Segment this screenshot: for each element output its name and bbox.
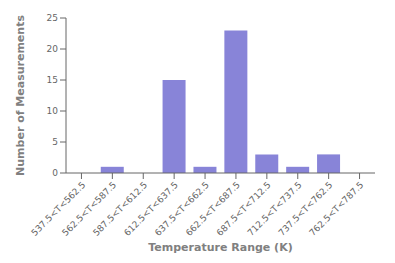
svg-text:0: 0 bbox=[52, 168, 58, 178]
svg-text:737.5<T<762.5: 737.5<T<762.5 bbox=[277, 180, 335, 238]
svg-text:20: 20 bbox=[47, 44, 59, 54]
svg-text:Temperature Range (K): Temperature Range (K) bbox=[148, 241, 292, 254]
svg-text:687.5<T<712.5: 687.5<T<712.5 bbox=[215, 180, 273, 238]
svg-text:612.5<T<637.5: 612.5<T<637.5 bbox=[122, 180, 180, 238]
svg-text:15: 15 bbox=[47, 75, 58, 85]
svg-text:662.5<T<687.5: 662.5<T<687.5 bbox=[184, 180, 242, 238]
svg-text:562.5<T<587.5: 562.5<T<587.5 bbox=[60, 180, 118, 238]
svg-text:5: 5 bbox=[52, 137, 58, 147]
svg-text:25: 25 bbox=[47, 13, 58, 23]
svg-text:587.5<T<612.5: 587.5<T<612.5 bbox=[91, 180, 149, 238]
svg-text:712.5<T<737.5: 712.5<T<737.5 bbox=[246, 180, 304, 238]
svg-text:637.5<T<662.5: 637.5<T<662.5 bbox=[153, 180, 211, 238]
svg-text:762.5<T<787.5: 762.5<T<787.5 bbox=[307, 180, 365, 238]
svg-text:Number of Measurements: Number of Measurements bbox=[14, 15, 27, 176]
svg-text:10: 10 bbox=[47, 106, 59, 116]
svg-text:537.5<T<562.5: 537.5<T<562.5 bbox=[29, 180, 87, 238]
